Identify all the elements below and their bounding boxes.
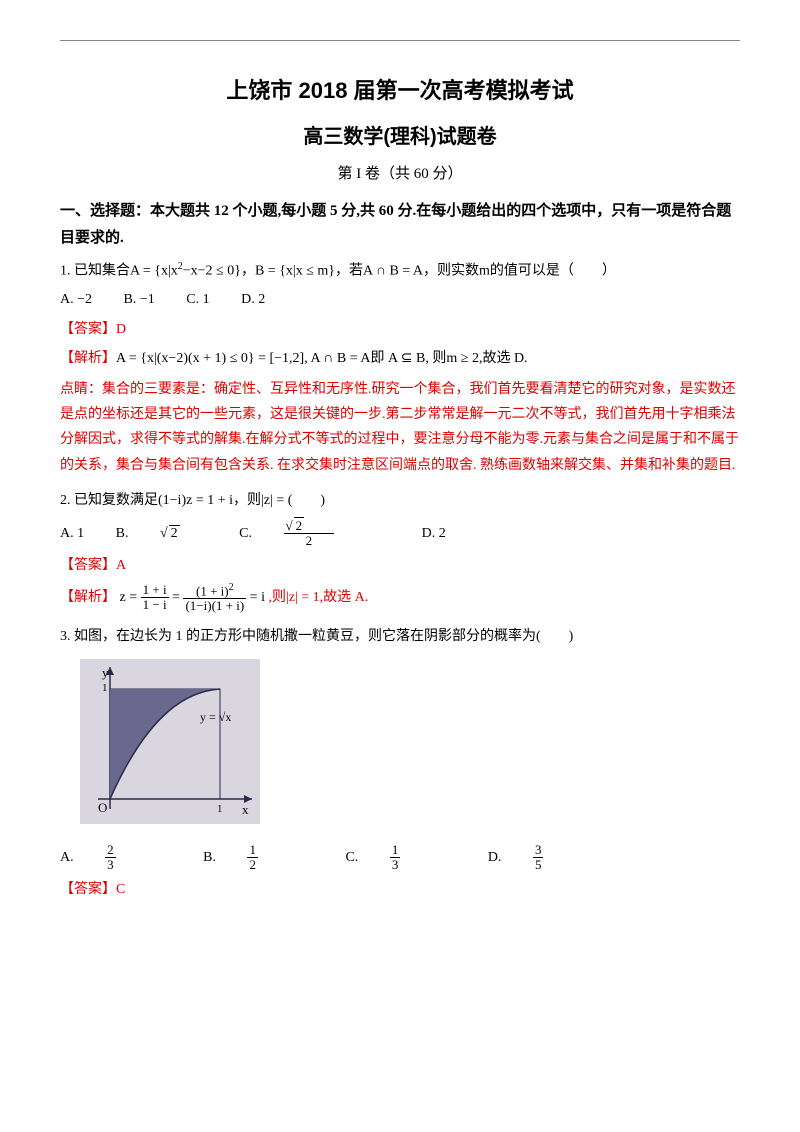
exam-subtitle: 第 I 卷（共 60 分） <box>60 161 740 188</box>
q3-options: A. 23 B. 12 C. 13 D. 35 <box>60 843 740 873</box>
q2-explain-pre: z = <box>120 590 141 605</box>
q1-opt-b: B. −1 <box>124 292 155 307</box>
q1-explanation: 【解析】A = {x|(x−2)(x + 1) ≤ 0} = [−1,2], A… <box>60 346 740 371</box>
q2-opt-d: D. 2 <box>422 526 446 541</box>
q2-answer-value: A <box>116 558 126 573</box>
q1-answer: 【答案】D <box>60 317 740 342</box>
q3-figure: y x O y = √x 1 1 <box>80 659 740 833</box>
page-top-divider <box>60 40 740 41</box>
q2-answer: 【答案】A <box>60 553 740 578</box>
q2-opt-b-sqrt: 2 <box>169 525 180 541</box>
q2-explain-formula: z = 1 + i1 − i = (1 + i)2(1−i)(1 + i) = … <box>120 590 269 605</box>
q2-opt-c-label: C. <box>239 526 255 541</box>
label-x-axis: x <box>242 802 249 817</box>
q3-opt-d-den: 5 <box>533 858 544 872</box>
q2-opt-a: A. 1 <box>60 526 84 541</box>
q3-opt-c-den: 3 <box>390 858 401 872</box>
q3-opt-c-num: 1 <box>390 843 401 858</box>
q3-answer: 【答案】C <box>60 877 740 902</box>
q2-explain-label: 【解析】 <box>60 590 116 605</box>
q3-opt-b-den: 2 <box>247 858 258 872</box>
q2-answer-label: 【答案】 <box>60 558 116 573</box>
q1-explain-text: A = {x|(x−2)(x + 1) ≤ 0} = [−1,2], A ∩ B… <box>116 351 528 366</box>
section-intro: 一、选择题：本大题共 12 个小题,每小题 5 分,共 60 分.在每小题给出的… <box>60 198 740 252</box>
question-2: 2. 已知复数满足(1−i)z = 1 + i，则|z| = ( ) <box>60 488 740 513</box>
q1-options: A. −2 B. −1 C. 1 D. 2 <box>60 287 740 312</box>
q2-opt-c: C. √22 <box>239 526 390 541</box>
q1-opt-d: D. 2 <box>241 292 265 307</box>
q3-opt-a-num: 2 <box>105 843 116 858</box>
q2-explain-suf: ,则|z| = 1,故选 A. <box>268 590 368 605</box>
q3-answer-value: C <box>116 882 125 897</box>
q3-opt-b-label: B. <box>203 850 219 865</box>
label-one-y: 1 <box>102 682 108 694</box>
q1-answer-value: D <box>116 322 126 337</box>
question-1: 1. 已知集合A = {x|x2−x−2 ≤ 0}，B = {x|x ≤ m}，… <box>60 258 740 284</box>
exam-title-line1: 上饶市 2018 届第一次高考模拟考试 <box>60 71 740 111</box>
q2-opt-b-label: B. <box>116 526 132 541</box>
q3-opt-d-label: D. <box>488 850 505 865</box>
q2-options: A. 1 B. √2 C. √22 D. 2 <box>60 519 740 549</box>
q1-answer-label: 【答案】 <box>60 322 116 337</box>
label-curve: y = √x <box>200 710 231 724</box>
q1-comment: 点睛：集合的三要素是：确定性、互异性和无序性.研究一个集合，我们首先要看清楚它的… <box>60 377 740 478</box>
label-origin: O <box>98 800 107 815</box>
q3-answer-label: 【答案】 <box>60 882 116 897</box>
q1-opt-a: A. −2 <box>60 292 92 307</box>
q3-figure-svg: y x O y = √x 1 1 <box>80 659 260 824</box>
q3-opt-a-label: A. <box>60 850 77 865</box>
q1-stem-mid: −x−2 ≤ 0}，B = {x|x ≤ m}，若A ∩ B = A，则实数m的… <box>183 263 616 278</box>
q2-opt-b: B. √2 <box>116 526 208 541</box>
label-y-axis: y <box>102 665 109 680</box>
q3-opt-b: B. 12 <box>203 850 314 865</box>
question-3: 3. 如图，在边长为 1 的正方形中随机撒一粒黄豆，则它落在阴影部分的概率为( … <box>60 624 740 649</box>
q1-opt-c: C. 1 <box>186 292 209 307</box>
q3-opt-c-label: C. <box>345 850 361 865</box>
label-one-x: 1 <box>217 803 223 815</box>
q2-explanation: 【解析】 z = 1 + i1 − i = (1 + i)2(1−i)(1 + … <box>60 582 740 614</box>
q3-opt-d-num: 3 <box>533 843 544 858</box>
q3-opt-c: C. 13 <box>345 850 456 865</box>
q3-opt-b-num: 1 <box>247 843 258 858</box>
q1-stem-pre: 1. 已知集合A = {x|x <box>60 263 178 278</box>
q3-opt-a: A. 23 <box>60 850 172 865</box>
exam-title-line2: 高三数学(理科)试题卷 <box>60 119 740 155</box>
q3-opt-a-den: 3 <box>105 858 116 872</box>
q1-explain-label: 【解析】 <box>60 351 116 366</box>
q3-opt-d: D. 35 <box>488 850 600 865</box>
